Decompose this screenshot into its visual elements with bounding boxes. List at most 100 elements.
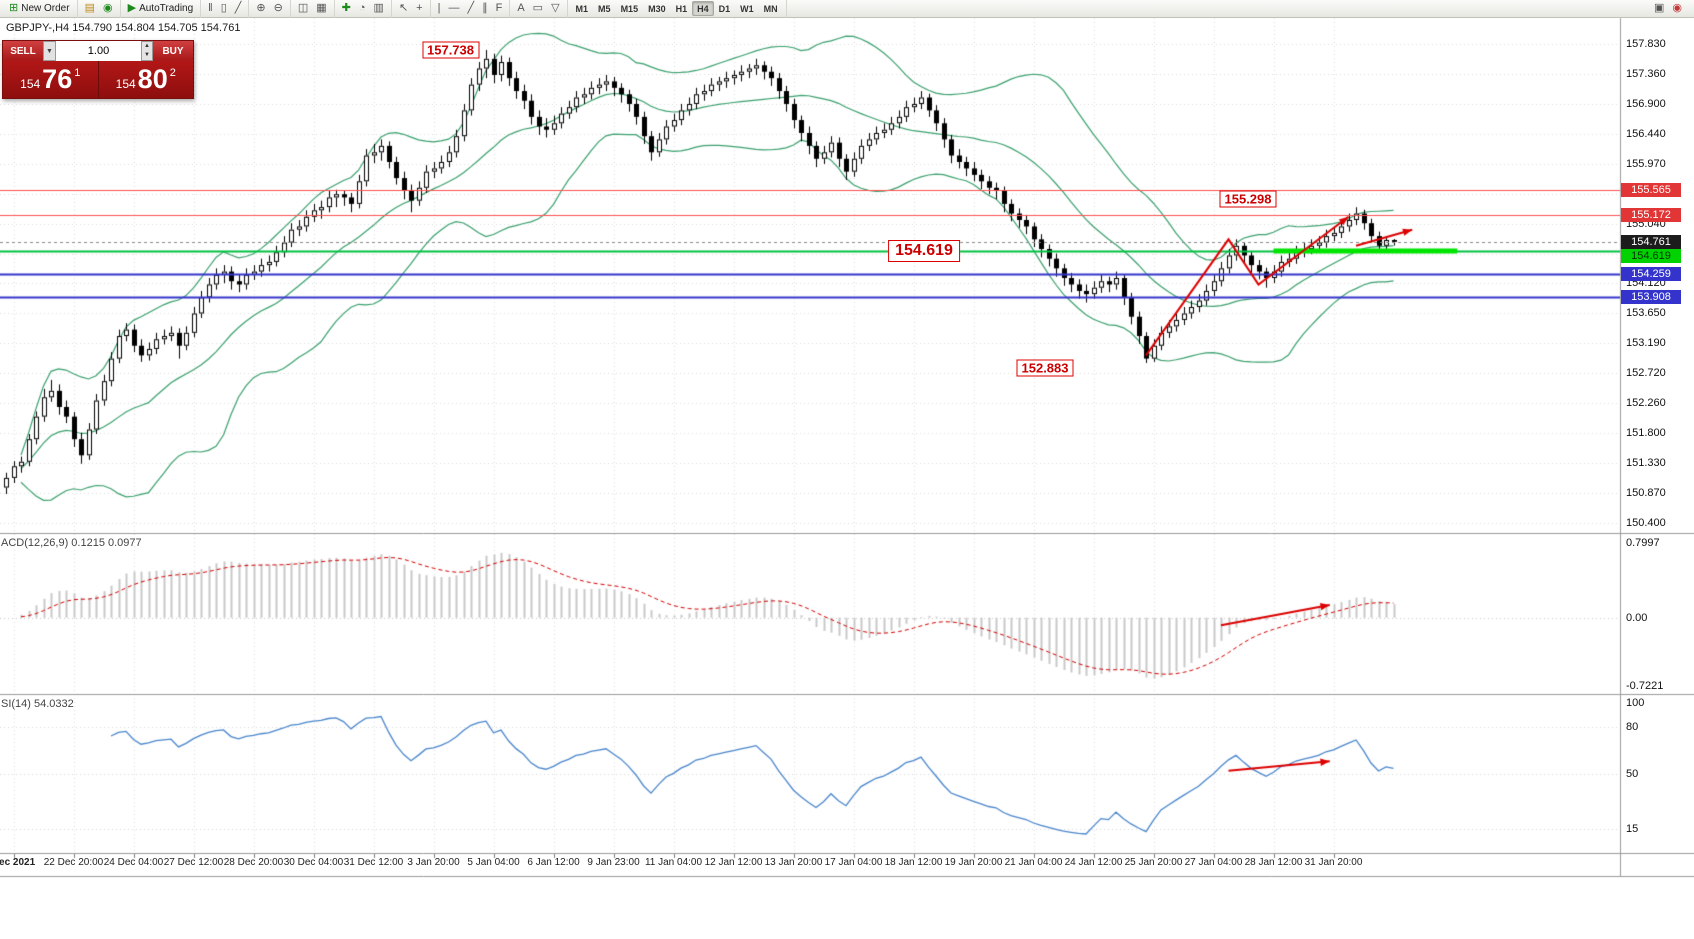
sell-pipette: 1 [74, 66, 81, 79]
templates-icon: ▥ [373, 2, 384, 14]
text-button[interactable]: A [513, 1, 528, 16]
buy-quote-button[interactable]: 154 80 2 [99, 61, 194, 98]
price-axis-tick: 153.650 [1626, 307, 1666, 320]
candlestick-chart-icon: ▯ [220, 2, 227, 14]
fibonacci-icon: F [495, 2, 503, 14]
new-order-button-label: New Order [21, 3, 70, 14]
zoom-in-icon: ⊕ [256, 2, 266, 14]
label-button[interactable]: ▭ [529, 1, 547, 16]
cascade-windows-button[interactable]: ▦ [312, 1, 330, 16]
cursor-button[interactable]: ↖ [395, 1, 412, 16]
autotrading-button[interactable]: ▶ AutoTrading [124, 1, 198, 16]
time-axis-label: 17 Jan 04:00 [824, 857, 883, 868]
sell-big-figure: 154 [20, 76, 41, 91]
arrows-button[interactable]: ▽ [547, 1, 563, 16]
price-annotation[interactable]: 155.298 [1219, 190, 1277, 208]
new-order-button[interactable]: ⊞ New Order [5, 1, 74, 16]
volume-increase-button[interactable]: ▲ [144, 43, 150, 49]
one-click-trading-panel: SELL ▼ 1.00 ▲ ▼ BUY 154 76 1 154 80 [2, 40, 194, 99]
time-axis-label: 30 Dec 04:00 [283, 857, 344, 868]
sell-button[interactable]: SELL [3, 41, 43, 61]
text-icon: A [517, 2, 525, 14]
buy-button[interactable]: BUY [153, 41, 193, 61]
tile-windows-button[interactable]: ◫ [294, 1, 312, 16]
trendline-icon: ╱ [467, 2, 475, 14]
periods-icon: ◔ [358, 2, 366, 14]
price-annotation[interactable]: 154.619 [888, 240, 960, 262]
crosshair-button[interactable]: + [412, 1, 426, 16]
bar-chart-button[interactable]: ‖ [204, 1, 217, 16]
timeframe-m1-button[interactable]: M1 [575, 3, 589, 14]
periods-button[interactable]: ◔ [355, 1, 370, 16]
rsi-axis-tick: 15 [1626, 823, 1639, 836]
timeframe-h4-button[interactable]: H4 [692, 1, 714, 16]
horizontal-line-button[interactable]: — [444, 1, 463, 16]
charts-button[interactable]: ▤ [81, 1, 99, 16]
price-axis-badge: 155.565 [1621, 183, 1681, 198]
zoom-in-button[interactable]: ⊕ [252, 1, 269, 16]
timeframe-d1-button[interactable]: D1 [718, 3, 731, 14]
timeframe-m15-button[interactable]: M15 [620, 3, 639, 14]
macd-indicator-header: ACD(12,26,9) 0.1215 0.0977 [1, 537, 142, 549]
candlestick-chart-button[interactable]: ▯ [217, 1, 231, 16]
price-axis-tick: 155.970 [1626, 157, 1666, 170]
templates-button[interactable]: ▥ [370, 1, 388, 16]
price-axis-badge: 154.761 [1621, 234, 1681, 249]
timeframe-w1-button[interactable]: W1 [740, 3, 754, 14]
time-axis-label: 24 Dec 04:00 [103, 857, 164, 868]
text-group: A ▭ ▽ [510, 0, 568, 18]
timeframe-m5-button[interactable]: M5 [598, 3, 611, 14]
timeframe-m30-button[interactable]: M30 [648, 3, 666, 14]
profiles-button[interactable]: ◉ [99, 1, 117, 16]
arrange-group: ◫ ▦ [291, 0, 335, 18]
horizontal-line-icon: — [448, 2, 460, 14]
price-axis-badge: 154.259 [1621, 267, 1681, 282]
charts-icon: ▤ [84, 2, 95, 14]
indicators-button[interactable]: ✚ [338, 1, 355, 16]
price-axis-tick: 152.260 [1626, 397, 1666, 410]
line-chart-button[interactable]: ╱ [231, 1, 246, 16]
help-button[interactable]: ◉ [1668, 1, 1686, 16]
vertical-line-button[interactable]: | [434, 1, 445, 16]
vertical-line-icon: | [437, 2, 441, 14]
price-axis-tick: 156.440 [1626, 127, 1666, 140]
crosshair-icon: + [416, 2, 423, 14]
timeframe-h1-button[interactable]: H1 [675, 3, 688, 14]
price-annotation[interactable]: 157.738 [422, 41, 479, 59]
price-axis-tick: 157.830 [1626, 38, 1666, 50]
volume-decrease-button[interactable]: ▼ [144, 52, 150, 58]
buy-pipette: 2 [169, 66, 176, 79]
timeframe-mn-button[interactable]: MN [763, 3, 778, 14]
order-options-button[interactable]: ▼ [43, 41, 56, 61]
price-axis-tick: 151.800 [1626, 426, 1666, 439]
volume-input[interactable]: 1.00 [56, 41, 141, 61]
channel-icon: ∥ [482, 2, 488, 14]
chart-shift-button[interactable]: ▣ [1650, 1, 1668, 16]
time-axis-label: 3 Jan 20:00 [407, 857, 460, 868]
zoom-out-button[interactable]: ⊖ [270, 1, 287, 16]
zoom-out-icon: ⊖ [273, 2, 283, 14]
trendline-button[interactable]: ╱ [463, 1, 478, 16]
time-axis-label: 28 Dec 20:00 [223, 857, 284, 868]
price-axis-tick: 151.330 [1626, 457, 1666, 470]
order-group: ⊞ New Order [2, 0, 78, 18]
price-axis-badge: 155.172 [1621, 208, 1681, 223]
window-group: ▤ ◉ [78, 0, 121, 18]
fibonacci-button[interactable]: F [492, 1, 507, 16]
rsi-axis-tick: 80 [1626, 720, 1639, 733]
profiles-icon: ◉ [102, 2, 113, 14]
main-toolbar: ⊞ New Order ▤ ◉ ▶ AutoTrading ‖ ▯ ╱ ⊕ ⊖ ◫ ▦ ✚ ◔ ▥ ↖ + | — ╱ ∥… [0, 0, 1694, 18]
macd-axis-tick: 0.00 [1626, 611, 1648, 624]
indicators-icon: ✚ [341, 2, 351, 14]
help-icon: ◉ [1672, 2, 1682, 14]
time-axis-label: 9 Jan 23:00 [587, 857, 640, 868]
price-annotation[interactable]: 152.883 [1016, 359, 1074, 377]
trade-panel-quotes: 154 76 1 154 80 2 [3, 61, 193, 98]
channel-button[interactable]: ∥ [478, 1, 492, 16]
sell-quote-button[interactable]: 154 76 1 [3, 61, 98, 98]
price-axis-tick: 152.720 [1626, 367, 1666, 380]
time-axis-label: 5 Jan 04:00 [467, 857, 520, 868]
autotrading-button-label: AutoTrading [139, 3, 194, 14]
